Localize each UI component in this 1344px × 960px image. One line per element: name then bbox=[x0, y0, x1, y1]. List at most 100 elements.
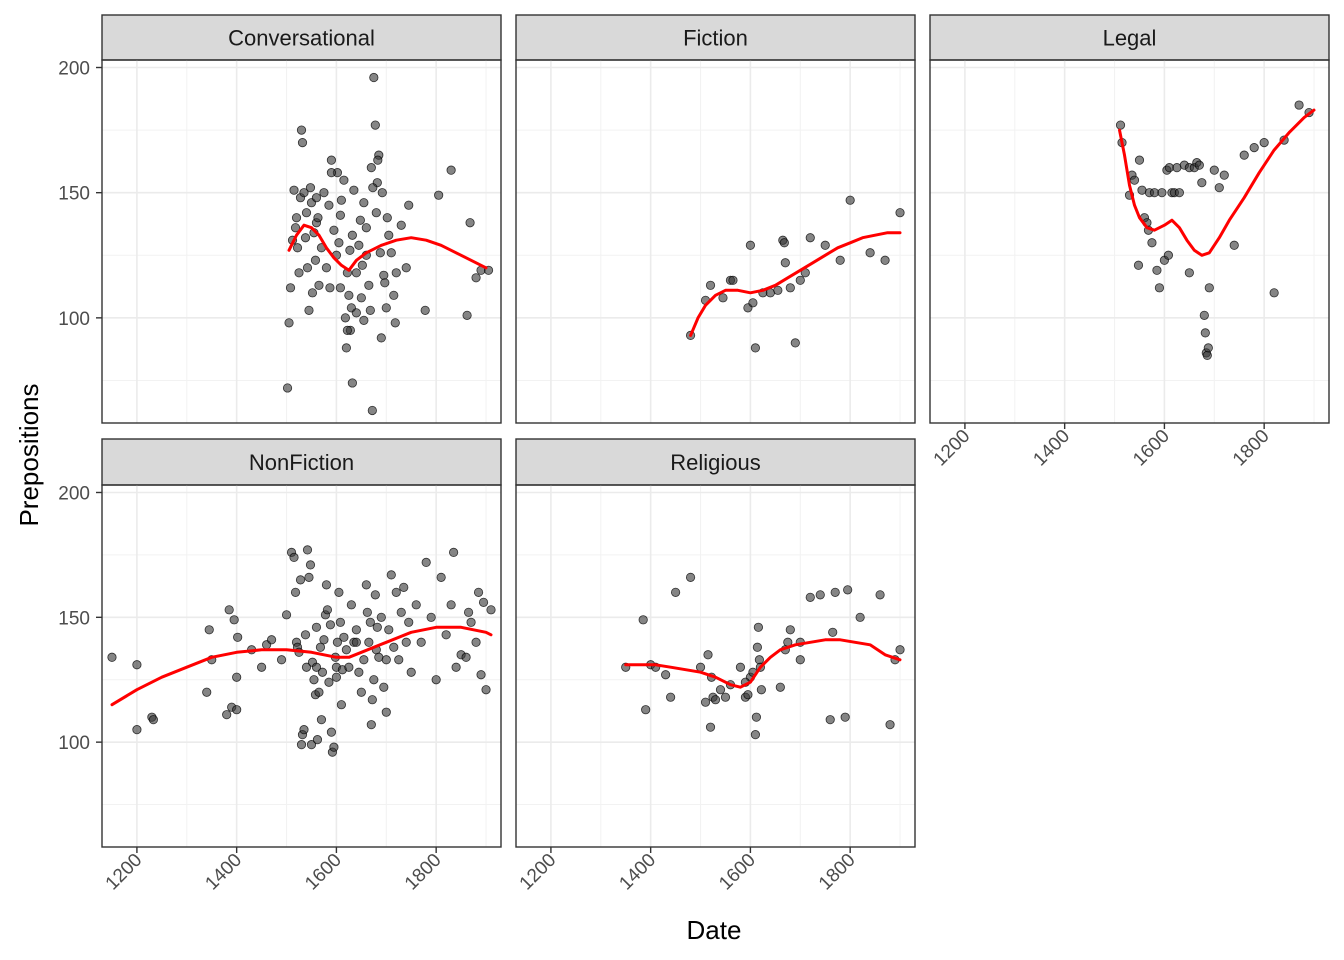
data-point bbox=[354, 667, 364, 677]
data-point bbox=[463, 607, 474, 617]
data-point bbox=[316, 715, 327, 725]
data-point bbox=[1163, 250, 1174, 260]
data-point bbox=[431, 675, 441, 685]
data-point bbox=[752, 642, 762, 652]
data-point bbox=[481, 685, 491, 695]
facet-label-fiction: Fiction bbox=[683, 26, 748, 51]
data-point bbox=[441, 630, 451, 640]
data-point bbox=[1129, 175, 1140, 185]
data-point bbox=[465, 218, 475, 228]
data-point bbox=[1147, 238, 1157, 248]
data-point bbox=[461, 652, 471, 662]
data-point bbox=[285, 283, 296, 293]
data-point bbox=[302, 263, 313, 273]
data-point bbox=[107, 652, 117, 662]
data-point bbox=[356, 293, 366, 303]
data-point bbox=[334, 587, 344, 597]
data-point bbox=[364, 637, 374, 647]
data-point bbox=[384, 230, 394, 240]
data-point bbox=[885, 720, 895, 730]
data-point bbox=[312, 735, 323, 745]
data-point bbox=[1157, 188, 1167, 198]
data-point bbox=[341, 343, 351, 353]
data-point bbox=[329, 225, 339, 235]
data-point bbox=[382, 213, 392, 223]
y-tick-label: 200 bbox=[58, 59, 90, 80]
facet-strip-conversational bbox=[101, 14, 502, 61]
panel-nonfiction: NonFiction bbox=[101, 438, 502, 848]
data-point bbox=[451, 662, 461, 672]
data-point bbox=[835, 255, 845, 265]
y-tick-label: 100 bbox=[58, 733, 90, 754]
data-point bbox=[368, 183, 378, 193]
data-point bbox=[359, 315, 369, 325]
data-point bbox=[367, 695, 377, 705]
data-point bbox=[304, 305, 314, 315]
data-point bbox=[386, 248, 396, 258]
data-point bbox=[805, 592, 815, 602]
data-point bbox=[434, 190, 444, 200]
data-point bbox=[347, 378, 357, 388]
data-point bbox=[1154, 283, 1165, 293]
data-point bbox=[373, 155, 383, 165]
data-point bbox=[391, 587, 401, 597]
data-point bbox=[304, 572, 314, 582]
data-point bbox=[202, 687, 212, 697]
points-conversational bbox=[282, 72, 494, 416]
facet-strip-legal bbox=[929, 14, 1330, 61]
data-point bbox=[361, 580, 371, 590]
data-point bbox=[471, 273, 481, 283]
data-point bbox=[284, 318, 294, 328]
y-tick-label: 150 bbox=[58, 184, 90, 205]
data-point bbox=[743, 690, 753, 700]
facet-label-conversational: Conversational bbox=[228, 26, 375, 51]
data-point bbox=[326, 168, 337, 178]
panel-border-religious bbox=[515, 484, 916, 848]
data-point bbox=[315, 642, 326, 652]
data-point bbox=[148, 715, 158, 725]
data-point bbox=[394, 655, 404, 665]
data-point bbox=[695, 662, 706, 672]
data-point bbox=[1229, 240, 1239, 250]
points-religious bbox=[621, 572, 905, 740]
data-point bbox=[389, 290, 399, 300]
data-point bbox=[386, 570, 396, 580]
data-point bbox=[391, 268, 401, 278]
facet-label-nonfiction: NonFiction bbox=[249, 450, 354, 475]
data-point bbox=[895, 645, 905, 655]
data-point bbox=[344, 290, 354, 300]
data-point bbox=[1203, 343, 1213, 353]
data-point bbox=[466, 617, 476, 627]
data-point bbox=[462, 310, 472, 320]
data-point bbox=[370, 120, 380, 130]
data-point bbox=[376, 612, 386, 622]
data-point bbox=[232, 705, 242, 715]
data-point bbox=[306, 740, 317, 750]
data-point bbox=[299, 725, 309, 735]
data-point bbox=[1249, 143, 1259, 153]
data-point bbox=[735, 662, 746, 672]
data-point bbox=[381, 707, 391, 717]
data-point bbox=[319, 188, 329, 198]
data-point bbox=[290, 223, 301, 233]
data-point bbox=[297, 138, 308, 148]
data-point bbox=[446, 600, 456, 610]
y-tick-label: 200 bbox=[58, 483, 90, 504]
data-point bbox=[336, 195, 346, 205]
data-point bbox=[1134, 155, 1145, 165]
data-point bbox=[718, 293, 728, 303]
data-point bbox=[710, 695, 721, 705]
data-point bbox=[1194, 160, 1204, 170]
data-point bbox=[780, 258, 790, 268]
data-point bbox=[359, 655, 369, 665]
data-point bbox=[379, 682, 389, 692]
data-point bbox=[728, 275, 738, 285]
data-point bbox=[341, 645, 351, 655]
data-point bbox=[396, 220, 406, 230]
data-point bbox=[342, 325, 352, 335]
panel-border-legal bbox=[929, 59, 1330, 424]
data-point bbox=[1214, 183, 1224, 193]
y-axis-title: Prepositions bbox=[14, 383, 44, 526]
data-point bbox=[1259, 138, 1269, 148]
data-point bbox=[845, 195, 855, 205]
